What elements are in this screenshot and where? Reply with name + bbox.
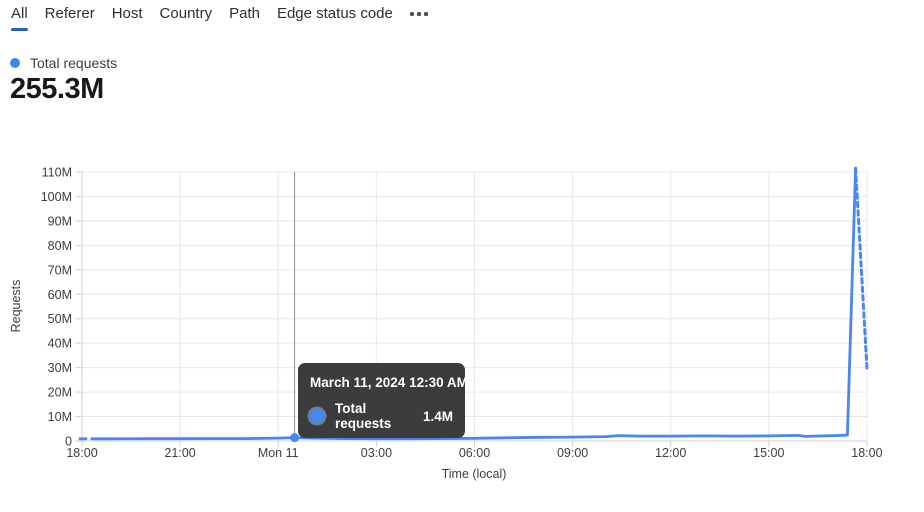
svg-text:09:00: 09:00	[557, 446, 588, 460]
requests-line[interactable]	[90, 166, 857, 441]
svg-text:70M: 70M	[48, 263, 72, 277]
svg-text:15:00: 15:00	[753, 446, 784, 460]
svg-text:0: 0	[65, 435, 72, 449]
tab-edge-status-code[interactable]: Edge status code	[276, 5, 393, 22]
y-axis-tick-labels: 110M 100M 90M 80M 70M 60M 50M 40M 30M 20…	[41, 166, 72, 449]
tooltip-series-name: Total requests	[335, 401, 392, 431]
dimension-tabs: All Referer Host Country Path Edge statu…	[11, 5, 428, 31]
chart-tooltip: March 11, 2024 12:30 AM Total requests 1…	[298, 363, 468, 438]
tab-path[interactable]: Path	[229, 5, 260, 22]
tab-all[interactable]: All	[11, 5, 28, 31]
y-axis-title: Requests	[9, 280, 23, 333]
svg-text:110M: 110M	[42, 166, 72, 180]
svg-text:06:00: 06:00	[459, 446, 490, 460]
svg-text:100M: 100M	[41, 190, 72, 204]
svg-text:18:00: 18:00	[851, 446, 882, 460]
svg-text:90M: 90M	[48, 214, 72, 228]
tooltip-series-dot-icon	[310, 409, 324, 423]
svg-text:03:00: 03:00	[361, 446, 392, 460]
x-axis-title: Time (local)	[442, 467, 507, 481]
tab-referer[interactable]: Referer	[44, 5, 95, 22]
svg-text:60M: 60M	[48, 288, 72, 302]
x-axis-tickmarks	[81, 441, 868, 447]
series-legend-label: Total requests	[30, 55, 118, 71]
svg-text:50M: 50M	[48, 312, 72, 326]
requests-line-dashed-forecast	[854, 166, 869, 371]
svg-text:18:00: 18:00	[66, 446, 97, 460]
more-tabs-ellipsis-icon[interactable]	[409, 8, 428, 20]
hover-point-marker	[290, 433, 300, 443]
y-axis-tickmarks	[75, 171, 82, 442]
svg-text:80M: 80M	[48, 239, 72, 253]
total-requests-value: 255.3M	[10, 73, 104, 105]
requests-time-series-chart[interactable]: 110M 100M 90M 80M 70M 60M 50M 40M 30M 20…	[0, 150, 924, 512]
vertical-gridlines	[179, 171, 868, 441]
svg-text:10M: 10M	[48, 410, 72, 424]
svg-text:40M: 40M	[48, 337, 72, 351]
tooltip-timestamp: March 11, 2024 12:30 AM	[310, 375, 468, 390]
tab-host[interactable]: Host	[111, 5, 143, 22]
series-legend: Total requests	[10, 55, 117, 71]
x-axis-tick-labels: 18:00 21:00 Mon 11 03:00 06:00 09:00 12:…	[66, 446, 882, 460]
series-color-dot-icon	[10, 58, 20, 68]
svg-text:30M: 30M	[48, 361, 72, 375]
svg-text:12:00: 12:00	[655, 446, 686, 460]
tooltip-series-value: 1.4M	[422, 408, 453, 424]
svg-text:20M: 20M	[48, 386, 72, 400]
tab-country[interactable]: Country	[159, 5, 213, 22]
svg-text:21:00: 21:00	[164, 446, 195, 460]
svg-text:Mon 11: Mon 11	[258, 446, 299, 460]
